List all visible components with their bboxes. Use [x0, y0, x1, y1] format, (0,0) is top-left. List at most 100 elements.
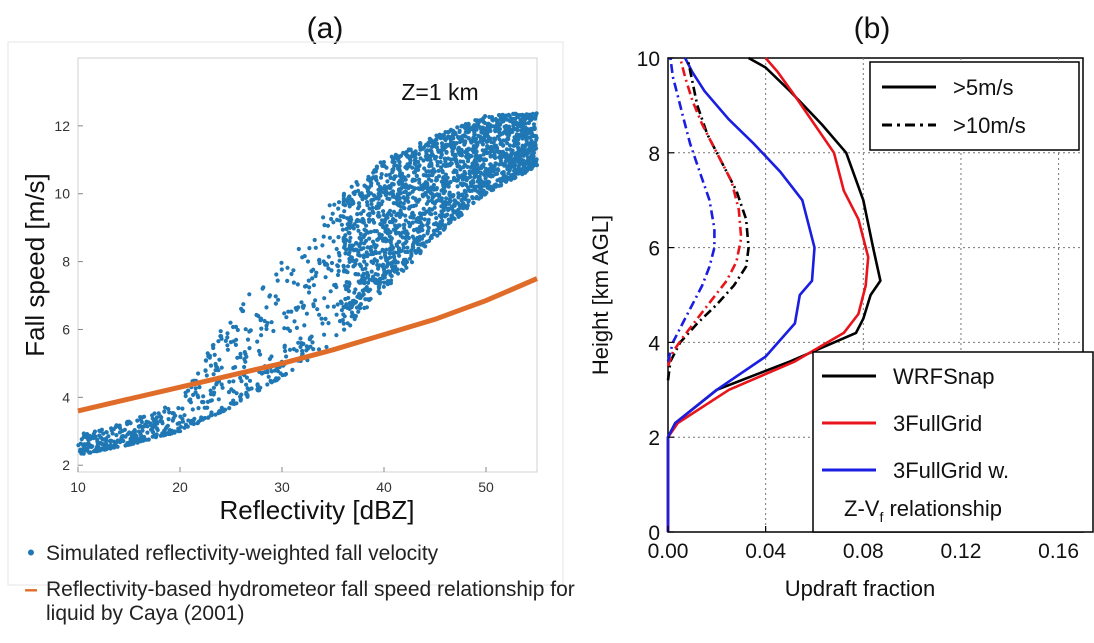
scatter-point — [477, 139, 483, 144]
scatter-point — [337, 258, 342, 263]
scatter-point — [403, 257, 408, 262]
scatter-point — [114, 433, 119, 438]
scatter-point — [388, 175, 393, 180]
series-line-5 — [666, 57, 716, 362]
chart-b-style-legend: >5m/s >10m/s — [869, 61, 1080, 151]
scatter-point — [85, 447, 90, 452]
scatter-point — [494, 147, 499, 152]
scatter-point — [389, 243, 394, 248]
scatter-point — [442, 224, 447, 230]
scatter-point — [480, 130, 485, 135]
scatter-point — [439, 196, 444, 201]
scatter-point — [504, 147, 509, 152]
scatter-point — [402, 226, 407, 231]
scatter-point — [474, 196, 479, 201]
scatter-point — [313, 298, 318, 303]
scatter-point — [435, 228, 440, 233]
scatter-point — [212, 352, 217, 357]
scatter-point — [366, 185, 371, 190]
scatter-point — [488, 154, 493, 159]
scatter-point — [503, 175, 509, 180]
chart-a-line-series — [77, 276, 538, 414]
scatter-point — [522, 134, 528, 139]
scatter-point — [437, 231, 442, 236]
scatter-point — [361, 208, 366, 214]
scatter-point — [407, 224, 412, 229]
scatter-point — [135, 418, 140, 423]
scatter-point — [368, 177, 374, 182]
scatter-point — [352, 263, 357, 268]
scatter-point — [264, 305, 269, 310]
scatter-point — [218, 329, 223, 334]
scatter-point — [378, 175, 384, 180]
scatter-point — [307, 246, 312, 251]
scatter-point — [376, 210, 381, 215]
scatter-point — [346, 196, 351, 201]
scatter-point — [105, 444, 110, 449]
scatter-point — [361, 288, 366, 294]
scatter-point — [178, 424, 183, 429]
scatter-point — [395, 260, 400, 265]
scatter-point — [440, 170, 445, 175]
scatter-point — [483, 176, 488, 181]
scatter-point — [410, 178, 415, 183]
scatter-point — [231, 379, 236, 384]
scatter-point — [506, 171, 511, 176]
scatter-point — [78, 441, 83, 446]
scatter-point — [433, 138, 438, 143]
scatter-point — [435, 233, 440, 238]
scatter-point — [487, 180, 492, 185]
scatter-point — [138, 423, 143, 428]
scatter-point — [209, 398, 214, 403]
scatter-point — [180, 416, 185, 422]
scatter-point — [373, 174, 378, 179]
scatter-point — [84, 442, 90, 447]
chart-a-xtick-label: 30 — [274, 479, 290, 495]
chart-a-annotation: Z=1 km — [401, 79, 478, 105]
scatter-point — [177, 420, 182, 426]
scatter-point — [296, 246, 301, 252]
scatter-point — [399, 153, 404, 158]
scatter-point — [445, 135, 450, 140]
scatter-point — [282, 343, 287, 348]
scatter-point — [166, 417, 171, 422]
scatter-point — [331, 239, 336, 244]
scatter-point — [292, 319, 297, 324]
scatter-point — [513, 142, 518, 147]
scatter-point — [430, 172, 435, 177]
scatter-point — [291, 268, 296, 273]
scatter-point — [302, 284, 308, 289]
scatter-point — [514, 154, 519, 160]
scatter-point — [416, 159, 421, 164]
scatter-point — [370, 209, 375, 214]
scatter-point — [417, 180, 422, 185]
scatter-point — [367, 211, 372, 216]
scatter-point — [522, 129, 527, 134]
scatter-point — [356, 201, 362, 206]
scatter-point — [402, 206, 407, 211]
scatter-point — [482, 157, 487, 162]
scatter-point — [515, 132, 520, 137]
chart-b-xlabel: Updraft fraction — [785, 576, 935, 601]
scatter-point — [247, 292, 252, 297]
chart-b-ytick-label: 2 — [648, 427, 660, 450]
scatter-point — [394, 153, 400, 158]
scatter-point — [244, 354, 249, 359]
scatter-point — [467, 169, 472, 174]
scatter-point — [86, 437, 92, 442]
scatter-point — [494, 122, 500, 127]
scatter-point — [412, 170, 418, 175]
scatter-point — [167, 410, 172, 415]
scatter-point — [301, 341, 306, 346]
scatter-point — [448, 161, 453, 166]
scatter-point — [262, 318, 267, 324]
scatter-point — [102, 437, 107, 442]
scatter-point — [389, 236, 394, 241]
scatter-point — [452, 203, 457, 208]
style-legend-box — [869, 61, 1080, 151]
scatter-point — [374, 206, 379, 211]
scatter-point — [316, 347, 322, 352]
scatter-point — [343, 304, 348, 309]
scatter-point — [323, 316, 328, 321]
scatter-point — [201, 394, 206, 399]
